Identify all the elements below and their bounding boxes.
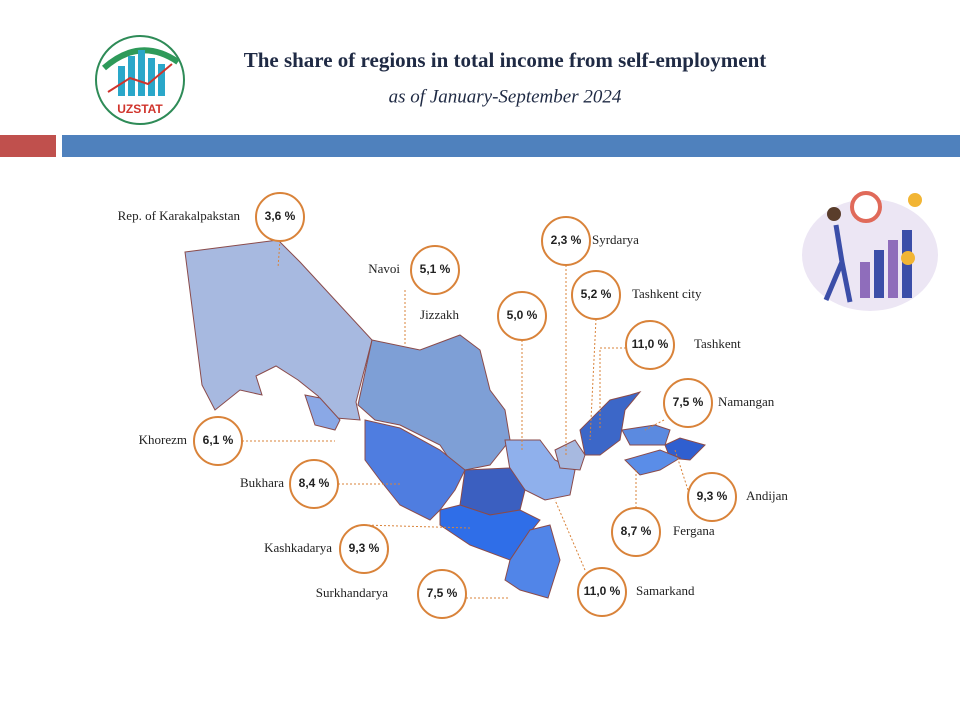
region-name: Tashkent <box>694 336 741 351</box>
region-name: Navoi <box>368 261 400 276</box>
region-value: 9,3 % <box>349 541 380 555</box>
leader-line <box>277 239 281 269</box>
value-circle <box>339 524 389 574</box>
map <box>184 239 706 599</box>
accent-bar <box>0 135 56 157</box>
region-value: 6,1 % <box>203 433 234 447</box>
region-value: 5,0 % <box>507 308 538 322</box>
region-name: Bukhara <box>240 475 284 490</box>
leader-line <box>363 524 471 529</box>
region-value: 5,2 % <box>581 287 612 301</box>
subtitle: as of January-September 2024 <box>389 86 622 107</box>
region-value: 8,4 % <box>299 476 330 490</box>
leader-line <box>644 419 665 431</box>
leader-line <box>554 499 586 571</box>
region-value: 7,5 % <box>673 395 704 409</box>
region-name: Namangan <box>718 394 775 409</box>
region-value: 11,0 % <box>632 337 669 351</box>
region-value: 11,0 % <box>584 584 621 598</box>
logo-text: UZSTAT <box>117 102 163 116</box>
region-name: Khorezm <box>139 432 187 447</box>
region-name: Jizzakh <box>420 307 459 322</box>
value-circle <box>625 320 675 370</box>
region-labels: 3,6 % Rep. of Karakalpakstan 5,1 % Navoi 5,0… <box>118 192 788 619</box>
value-circle <box>541 216 591 266</box>
value-circle <box>497 291 547 341</box>
leader-line <box>589 318 597 441</box>
title: The share of regions in total income fro… <box>244 48 767 72</box>
region-value: 2,3 % <box>551 233 582 247</box>
header-bar <box>62 135 960 157</box>
region-name: Andijan <box>746 488 788 503</box>
region-name: Surkhandarya <box>316 585 388 600</box>
value-circle <box>687 472 737 522</box>
value-circle <box>289 459 339 509</box>
value-circle <box>571 270 621 320</box>
value-circle <box>410 245 460 295</box>
illustration <box>802 191 938 311</box>
value-circle <box>577 567 627 617</box>
value-circle <box>663 378 713 428</box>
region-name: Tashkent city <box>632 286 702 301</box>
value-circle <box>611 507 661 557</box>
region-name: Samarkand <box>636 583 695 598</box>
region-value: 5,1 % <box>420 262 451 276</box>
region-name: Kashkadarya <box>264 540 332 555</box>
value-circle <box>193 416 243 466</box>
logo: UZSTAT <box>95 35 185 125</box>
region-name: Rep. of Karakalpakstan <box>118 208 241 223</box>
region-name: Fergana <box>673 523 715 538</box>
region-value: 9,3 % <box>697 489 728 503</box>
leader-line <box>674 449 689 491</box>
region-name: Syrdarya <box>592 232 639 247</box>
region-value: 8,7 % <box>621 524 652 538</box>
region-value: 7,5 % <box>427 586 458 600</box>
leader-line <box>599 347 626 430</box>
value-circle <box>255 192 305 242</box>
value-circle <box>417 569 467 619</box>
region-value: 3,6 % <box>265 209 296 223</box>
